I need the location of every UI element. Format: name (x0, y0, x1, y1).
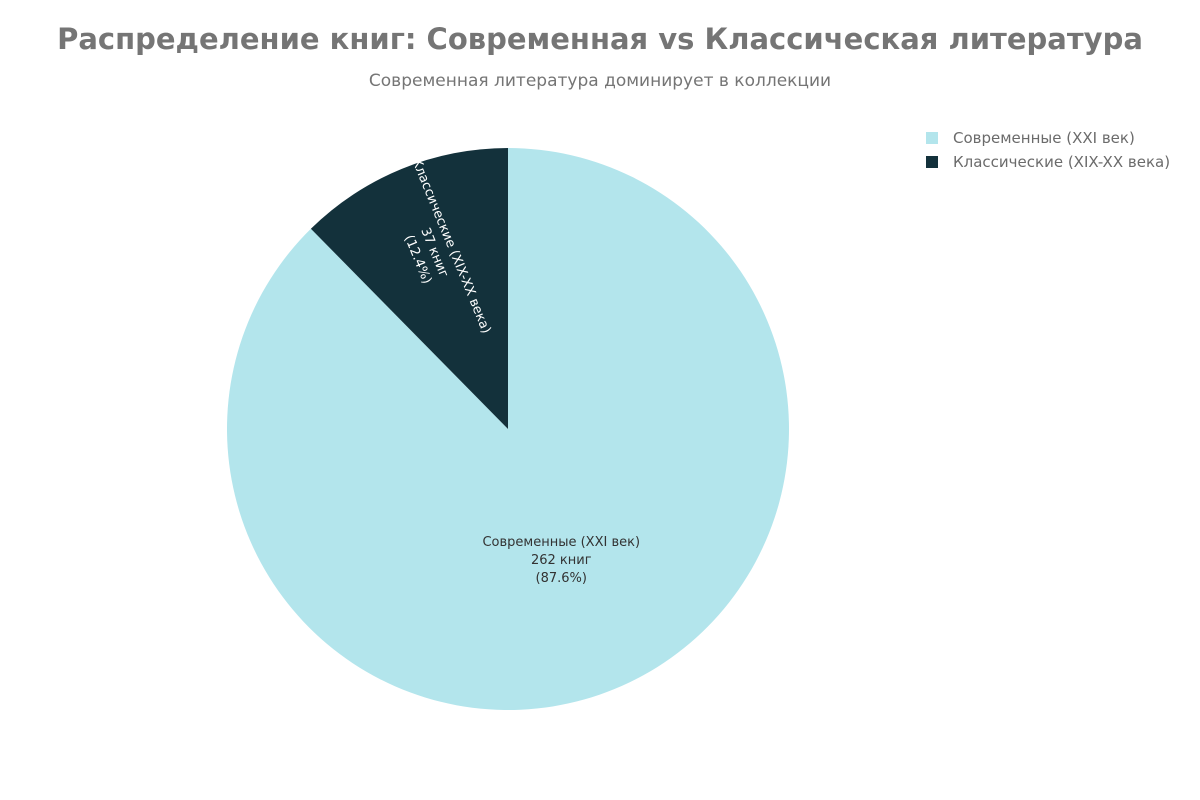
pie-slice-1[interactable] (310, 148, 508, 429)
legend: Современные (XXI век) Классические (XIX-… (926, 126, 1170, 174)
chart-subtitle: Современная литература доминирует в колл… (368, 71, 832, 91)
legend-label-classic: Классические (XIX-XX века) (953, 153, 1171, 171)
slice-label-line: 262 книг (531, 553, 592, 568)
chart-title: Распределение книг: Современная vs Класс… (57, 22, 1143, 56)
legend-label-modern: Современные (XXI век) (953, 129, 1135, 147)
legend-item-classic[interactable]: Классические (XIX-XX века) (926, 150, 1170, 174)
slice-label-0: Современные (XXI век) 262 книг (87.6%) (482, 535, 640, 586)
slice-label-line: (87.6%) (536, 571, 587, 586)
pie-slices (226, 148, 789, 710)
legend-item-modern[interactable]: Современные (XXI век) (926, 126, 1170, 150)
pie-slice-0[interactable] (226, 148, 789, 710)
legend-swatch-modern (926, 132, 938, 144)
slice-label-line: Современные (XXI век) (482, 535, 640, 550)
legend-swatch-classic (926, 156, 938, 168)
